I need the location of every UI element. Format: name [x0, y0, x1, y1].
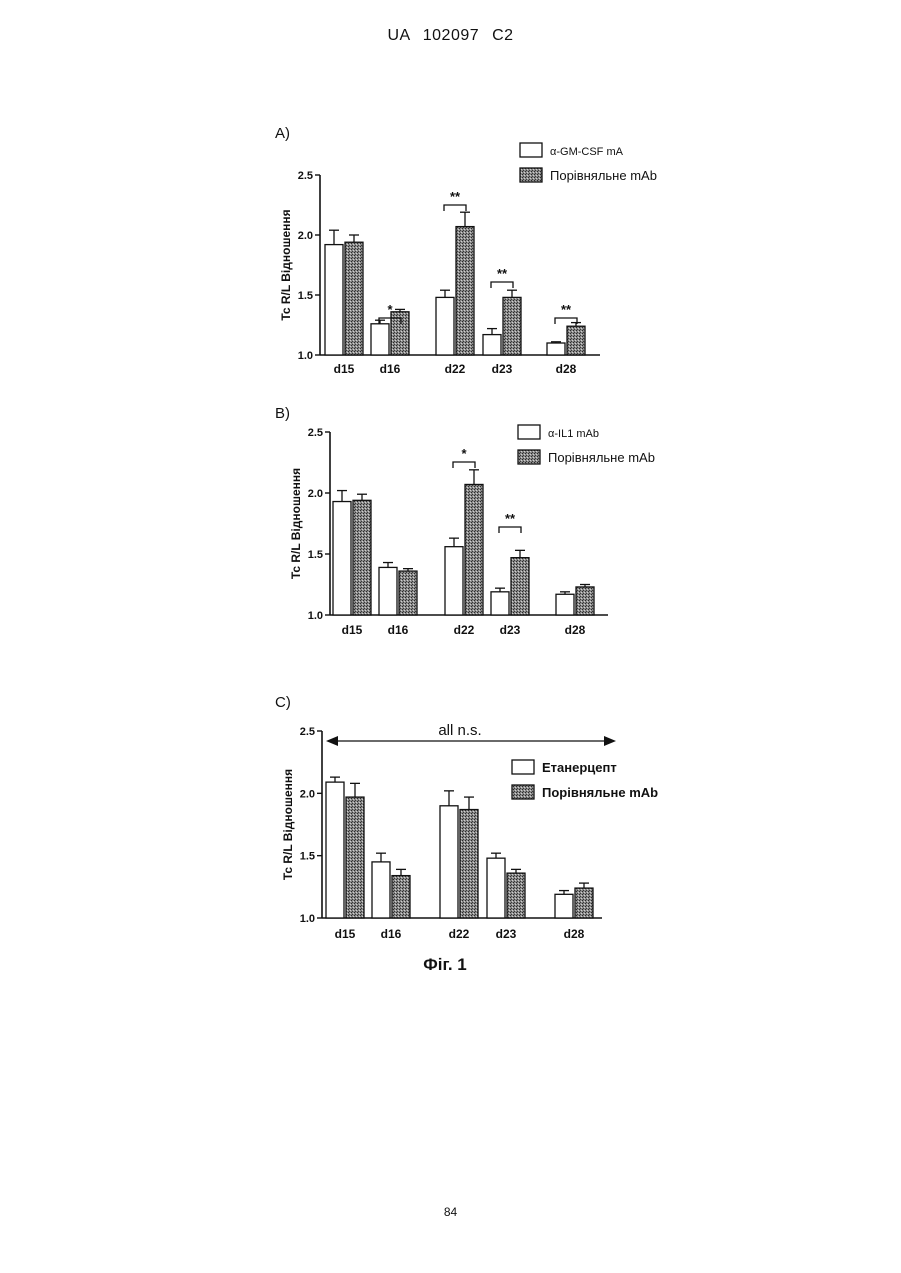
bar — [325, 245, 343, 355]
bar — [567, 326, 585, 355]
x-tick-label: d28 — [565, 623, 586, 637]
x-tick-label: d28 — [564, 927, 585, 941]
bar — [379, 567, 397, 615]
y-tick-label: 2.0 — [308, 488, 323, 500]
significance-bracket — [491, 282, 513, 288]
bar — [440, 806, 458, 918]
bar — [483, 335, 501, 355]
bar — [346, 797, 364, 918]
arrow-head-left — [326, 736, 338, 746]
bar — [503, 297, 521, 355]
significance-bracket — [499, 527, 521, 533]
legend-label: Етанерцепт — [542, 760, 617, 775]
bar — [371, 324, 389, 355]
y-tick-label: 2.0 — [298, 230, 313, 242]
panel-label: C) — [275, 694, 291, 711]
page-number: 84 — [0, 1205, 901, 1219]
bar — [507, 873, 525, 918]
y-tick-label: 1.5 — [308, 549, 323, 561]
bar — [487, 858, 505, 918]
x-tick-label: d28 — [556, 362, 577, 376]
significance-bracket — [444, 205, 466, 211]
bar — [456, 227, 474, 355]
x-tick-label: d16 — [381, 927, 402, 941]
bar — [576, 587, 594, 615]
x-tick-label: d15 — [334, 362, 355, 376]
legend-swatch — [512, 760, 534, 774]
bar — [555, 894, 573, 918]
x-tick-label: d23 — [500, 623, 521, 637]
bar — [445, 547, 463, 615]
bar — [372, 862, 390, 918]
x-tick-label: d23 — [492, 362, 513, 376]
x-tick-label: d16 — [380, 362, 401, 376]
significance-bracket — [453, 462, 475, 468]
x-tick-label: d15 — [342, 623, 363, 637]
bar — [353, 500, 371, 615]
significance-label: ** — [497, 266, 508, 281]
panel-label: B) — [275, 405, 290, 422]
x-tick-label: d22 — [445, 362, 466, 376]
bar — [511, 558, 529, 615]
legend-swatch — [518, 450, 540, 464]
significance-label: ** — [561, 302, 572, 317]
y-tick-label: 2.5 — [300, 726, 315, 738]
annotation-label: all n.s. — [438, 722, 481, 739]
legend-label: Порівняльне mAb — [542, 785, 658, 800]
figure-caption: Фіг. 1 — [380, 955, 510, 975]
bar — [491, 592, 509, 615]
y-tick-label: 1.0 — [298, 350, 313, 362]
bar — [556, 594, 574, 615]
legend-swatch — [520, 168, 542, 182]
x-tick-label: d15 — [335, 927, 356, 941]
bar — [326, 782, 344, 918]
chart-panel-b: B) Tc R/L Відношення 1.0 1.5 2.0 2.5 d15 d16 d22… — [275, 405, 655, 637]
arrow-head-right — [604, 736, 616, 746]
y-tick-label: 1.5 — [300, 851, 315, 863]
x-tick-label: d22 — [449, 927, 470, 941]
significance-label: ** — [505, 511, 516, 526]
y-axis-label: Tc R/L Відношення — [279, 209, 293, 320]
y-tick-label: 1.0 — [308, 610, 323, 622]
y-tick-label: 1.5 — [298, 290, 313, 302]
bar — [399, 571, 417, 615]
y-tick-label: 2.5 — [298, 170, 313, 182]
significance-label: ** — [450, 189, 461, 204]
legend-swatch — [518, 425, 540, 439]
bar — [465, 484, 483, 615]
x-tick-label: d22 — [454, 623, 475, 637]
legend-swatch — [512, 785, 534, 799]
y-tick-label: 2.5 — [308, 427, 323, 439]
legend-label: α-GM-CSF mA — [550, 146, 624, 158]
panel-label: A) — [275, 125, 290, 142]
legend-swatch — [520, 143, 542, 157]
bar — [460, 810, 478, 918]
chart-panel-a: A) Tc R/L Відношення 1.0 1.5 2.0 2.5 d15 d16 d22… — [275, 125, 657, 376]
bar — [575, 888, 593, 918]
bar — [333, 502, 351, 615]
significance-label: * — [461, 446, 467, 461]
legend-label: α-IL1 mAb — [548, 428, 599, 440]
legend-label: Порівняльне mAb — [550, 168, 657, 183]
bar — [547, 343, 565, 355]
bar — [436, 297, 454, 355]
x-tick-label: d23 — [496, 927, 517, 941]
chart-panel-c: C) Tc R/L Відношення 1.0 1.5 2.0 2.5 d15 d16 d22… — [275, 694, 658, 941]
bar — [345, 242, 363, 355]
y-tick-label: 1.0 — [300, 913, 315, 925]
y-axis-label: Tc R/L Відношення — [289, 468, 303, 579]
y-tick-label: 2.0 — [300, 788, 315, 800]
x-tick-label: d16 — [388, 623, 409, 637]
y-axis-label: Tc R/L Відношення — [281, 769, 295, 880]
legend-label: Порівняльне mAb — [548, 450, 655, 465]
bar — [392, 876, 410, 918]
